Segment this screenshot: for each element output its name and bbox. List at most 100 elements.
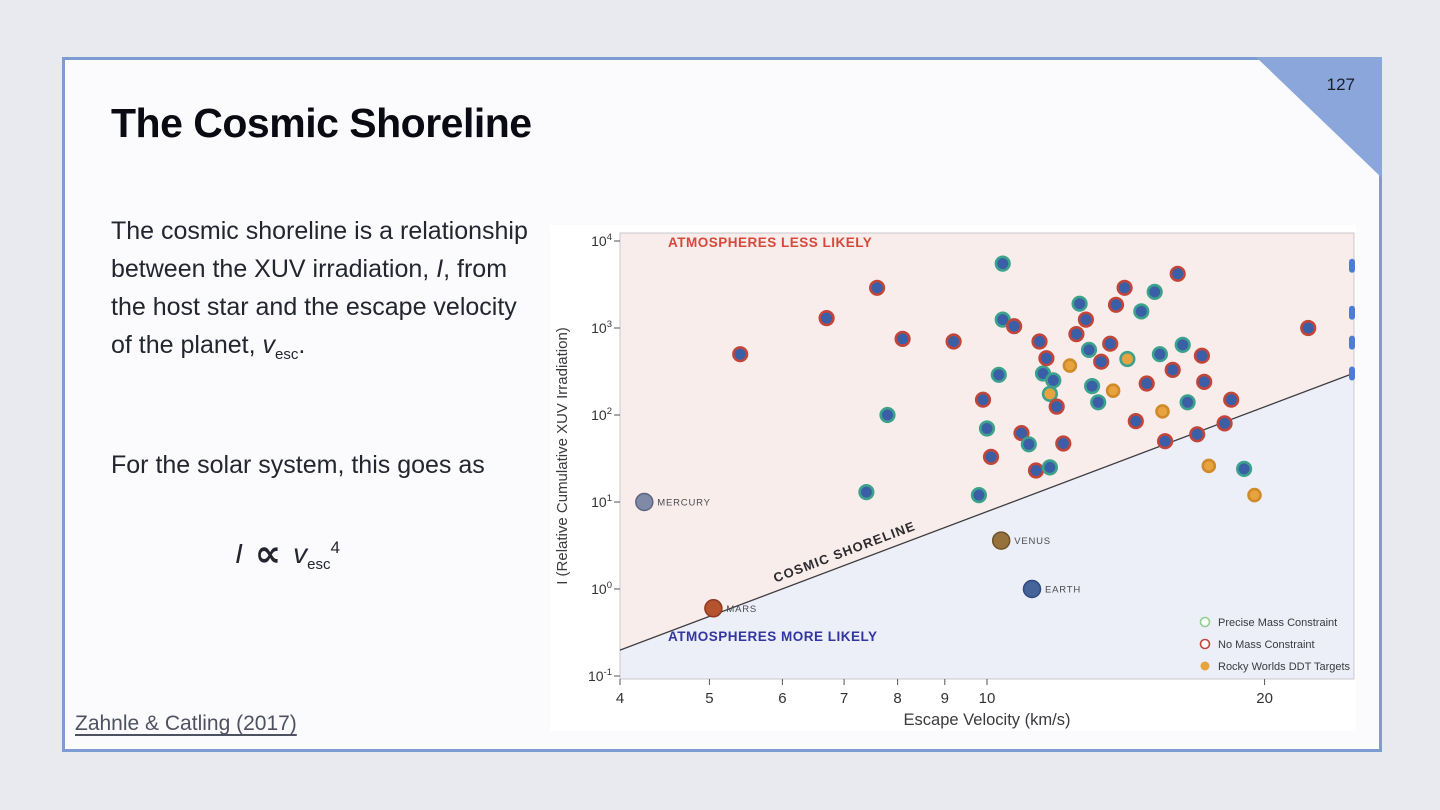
scatter-point [1041, 385, 1059, 402]
paragraph-text: . [298, 331, 306, 359]
y-tick-label: 103 [591, 319, 612, 336]
scatter-point [1013, 425, 1030, 442]
planet-label: MARS [726, 604, 757, 615]
region-label-more-likely: ATMOSPHERES MORE LIKELY [668, 629, 878, 644]
edge-mark [1349, 305, 1355, 320]
x-tick-label: 6 [778, 690, 786, 707]
scatter-point [1169, 265, 1186, 282]
scatter-point [1006, 318, 1023, 335]
scatter-point [1223, 391, 1240, 408]
scatter-point [982, 448, 1000, 465]
scatter-point [1090, 394, 1107, 411]
scatter-point [1127, 413, 1144, 430]
scatter-point [1300, 319, 1317, 337]
legend-label: Rocky Worlds DDT Targets [1218, 661, 1351, 673]
shoreline-line [619, 372, 1355, 651]
scatter-point [1048, 398, 1065, 415]
scatter-point [1102, 335, 1119, 352]
formula: I ∝ vesc4 [235, 532, 340, 575]
paragraph-text: , from the host star and the escape velo… [111, 255, 517, 359]
scatter-point [1196, 373, 1213, 390]
y-tick-label: 102 [591, 406, 612, 423]
slide-title: The Cosmic Shoreline [111, 100, 532, 146]
scatter-point [945, 333, 962, 350]
legend-item: No Mass Constraint [1199, 638, 1315, 651]
edge-mark [1349, 366, 1355, 381]
scatter-point [1041, 459, 1059, 476]
legend-label: Precise Mass Constraint [1218, 617, 1337, 629]
corner-fold-decoration [1256, 57, 1382, 178]
scatter-point [1083, 378, 1101, 395]
scatter-point [1045, 372, 1062, 389]
scatter-point [1247, 487, 1262, 503]
scatter-point [879, 406, 896, 424]
scatter-point [970, 487, 988, 504]
body-paragraph-1: The cosmic shoreline is a relationship b… [111, 212, 529, 374]
scatter-point [1031, 333, 1048, 350]
legend-marker-filled [1200, 661, 1210, 671]
scatter-point [1105, 383, 1121, 398]
slide: 127 The Cosmic Shoreline The cosmic shor… [62, 57, 1382, 752]
formula-exponent: 4 [330, 538, 340, 557]
scatter-point [1138, 375, 1155, 392]
region-label-less-likely: ATMOSPHERES LESS LIKELY [668, 235, 872, 250]
edge-mark [1349, 335, 1355, 350]
x-tick-label: 4 [616, 690, 624, 707]
scatter-point [1116, 279, 1133, 296]
scatter-point [1193, 347, 1211, 364]
scatter-point [1093, 353, 1110, 370]
proportional-symbol: ∝ [254, 532, 282, 575]
scatter-point [1068, 325, 1085, 343]
variable-escape-velocity: v [262, 331, 276, 359]
x-tick-label: 7 [840, 690, 848, 707]
scatter-point [1119, 350, 1136, 368]
scatter-point [1155, 404, 1170, 419]
scatter-point [1189, 426, 1206, 443]
formula-lhs: I [235, 538, 243, 569]
planet-label: EARTH [1045, 585, 1081, 596]
scatter-point [1080, 341, 1098, 358]
scatter-point [858, 484, 875, 501]
planet-venus [991, 531, 1011, 550]
x-axis-label: Escape Velocity (km/s) [904, 711, 1071, 729]
scatter-point [1201, 458, 1217, 474]
scatter-point [1156, 433, 1174, 450]
scatter-point [994, 255, 1011, 272]
scatter-point [1071, 295, 1088, 312]
scatter-point [894, 330, 911, 347]
citation-link[interactable]: Zahnle & Catling (2017) [75, 712, 297, 735]
scatter-point [1174, 336, 1191, 353]
y-tick-label: 10-1 [588, 667, 612, 684]
scatter-point [1235, 460, 1253, 477]
region-atmospheres-less-likely [620, 233, 1354, 651]
y-axis-label: I (Relative Cumulative XUV Irradiation) [554, 327, 571, 585]
scatter-point [869, 279, 886, 296]
scatter-point [1027, 462, 1045, 479]
legend-item: Precise Mass Constraint [1199, 616, 1337, 629]
legend-label: No Mass Constraint [1218, 639, 1315, 651]
x-tick-label: 20 [1256, 690, 1273, 707]
planet-mars [704, 599, 723, 618]
scatter-point [974, 391, 992, 408]
scatter-point [1107, 296, 1125, 313]
formula-rhs: v [293, 538, 308, 569]
y-tick-label: 100 [591, 580, 612, 597]
variable-subscript: esc [275, 346, 299, 363]
x-tick-label: 5 [705, 690, 713, 707]
legend-marker-open [1199, 638, 1211, 650]
variable-irradiation: I [436, 255, 444, 283]
scatter-point [1055, 435, 1072, 452]
y-tick-label: 104 [591, 232, 612, 249]
scatter-point [732, 346, 749, 363]
shoreline-chart-svg: 4 5 6 7 8 9 10 20 104 103 102 101 100 10-1 Escape Velo… [554, 232, 1355, 729]
scatter-point [1077, 311, 1095, 328]
region-atmospheres-more-likely [620, 373, 1354, 679]
shoreline-chart: 4 5 6 7 8 9 10 20 104 103 102 101 100 10-1 Escape Velo… [550, 225, 1356, 731]
scatter-point [1020, 436, 1037, 453]
planet-label: VENUS [1014, 536, 1051, 547]
scatter-point [1038, 350, 1055, 367]
planet-earth [1022, 579, 1042, 599]
scatter-point [1216, 415, 1233, 432]
x-tick-label: 9 [941, 690, 949, 707]
scatter-point [1164, 361, 1181, 378]
